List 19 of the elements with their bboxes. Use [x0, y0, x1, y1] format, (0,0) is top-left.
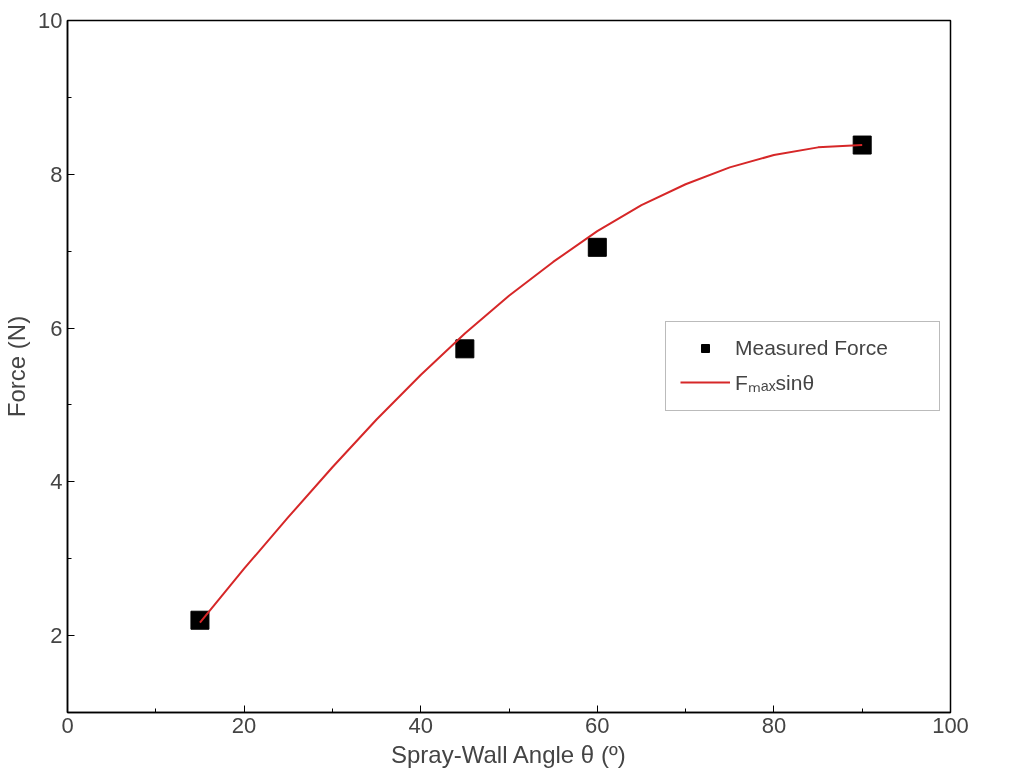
y-tick-label: 6 — [50, 315, 63, 341]
y-tick-label: 8 — [50, 161, 63, 187]
legend-label: Fₘₐₓsinθ — [735, 370, 816, 396]
y-axis-title: Force (N) — [3, 315, 31, 418]
point — [587, 237, 607, 257]
x-tick-label: 60 — [585, 712, 610, 738]
point — [852, 135, 872, 155]
x-tick-label: 0 — [61, 712, 74, 738]
x-tick-label: 40 — [408, 712, 433, 738]
x-tick-label: 80 — [761, 712, 787, 738]
x-axis-title: Spray-Wall Angle θ (º) — [391, 740, 626, 768]
legend-label: Measured Force — [735, 336, 889, 360]
y-tick-label: 10 — [38, 8, 63, 33]
point — [190, 610, 210, 630]
y-tick-label: 4 — [50, 469, 63, 495]
y-tick-label: 2 — [50, 623, 63, 649]
x-tick-label: 100 — [932, 712, 969, 738]
x-tick-label: 20 — [231, 712, 257, 738]
point — [455, 339, 475, 359]
